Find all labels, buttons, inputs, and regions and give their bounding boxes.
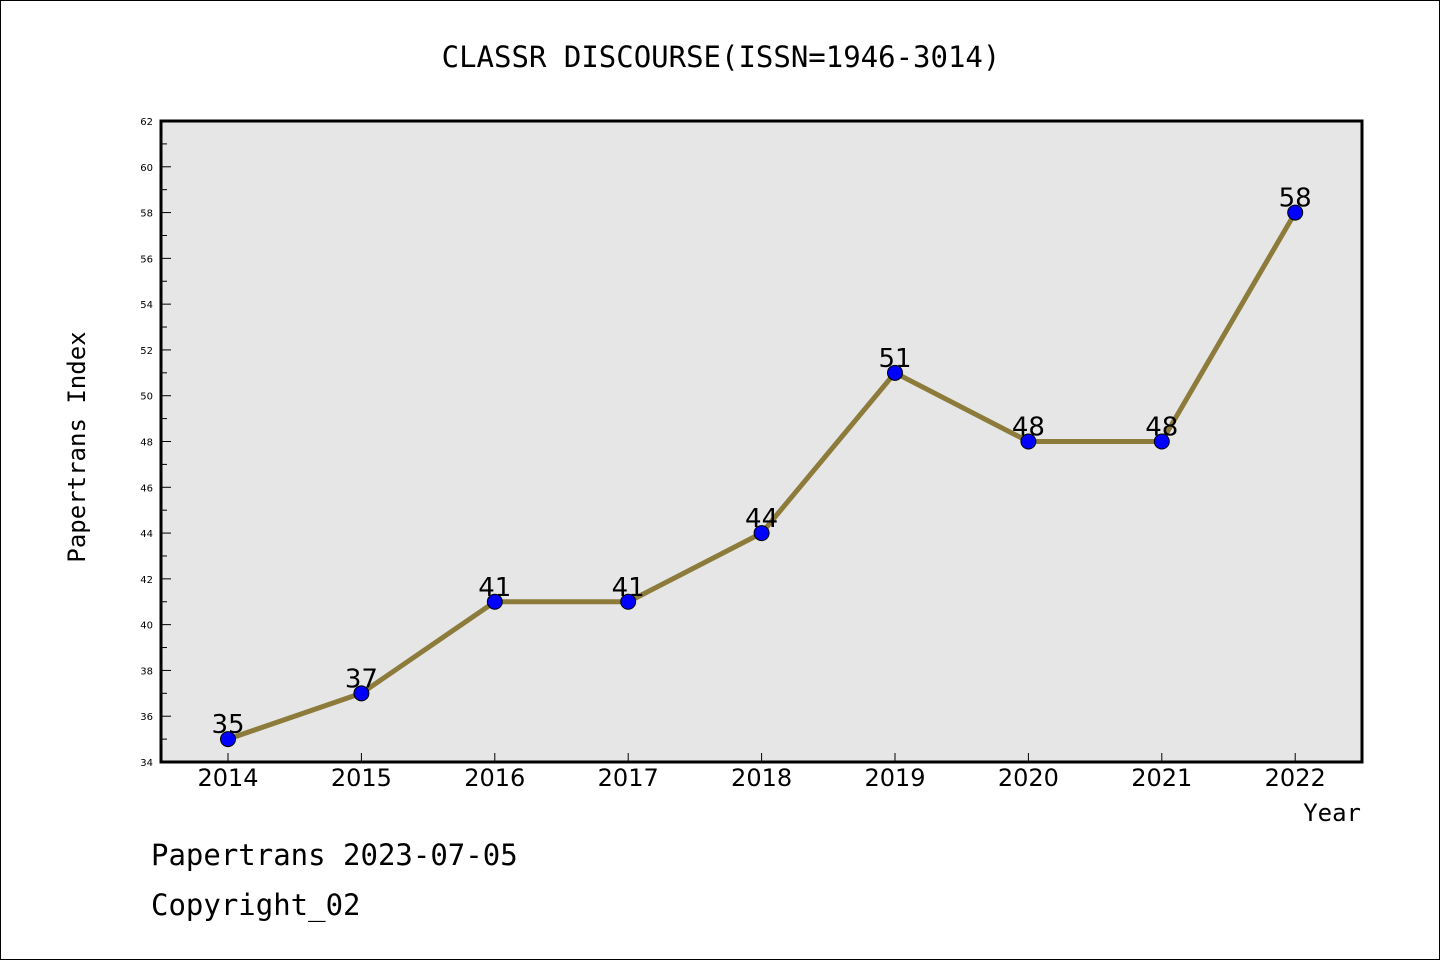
footer-copyright: Copyright_02 — [151, 888, 361, 923]
y-tick-label: 58 — [140, 209, 153, 220]
footer-date: Papertrans 2023-07-05 — [151, 838, 518, 872]
y-tick-label: 36 — [140, 712, 153, 723]
x-axis-label: Year — [1303, 799, 1361, 827]
y-tick-label: 38 — [140, 666, 153, 677]
x-tick-label: 2016 — [464, 764, 525, 792]
y-tick-label: 56 — [140, 254, 153, 265]
data-label: 44 — [745, 504, 778, 534]
x-tick-label: 2022 — [1265, 764, 1326, 792]
x-axis: 2014 2015 2016 2017 2018 2019 2020 2021 2022 — [197, 753, 1326, 792]
data-point — [887, 364, 903, 381]
plot-area — [159, 119, 1364, 764]
data-markers — [220, 204, 1304, 748]
data-labels: 35 37 41 41 44 51 48 48 58 — [211, 184, 1311, 741]
y-tick-label: 60 — [140, 163, 153, 174]
data-label: 51 — [878, 344, 911, 374]
y-axis: 34 36 38 40 42 44 46 48 50 52 54 56 58 60 62 — [140, 117, 171, 769]
data-label: 41 — [478, 573, 511, 603]
data-label: 41 — [612, 573, 645, 603]
y-tick-label: 54 — [140, 300, 153, 311]
x-tick-label: 2020 — [998, 764, 1059, 792]
x-tick-label: 2015 — [331, 764, 392, 792]
data-point — [753, 525, 770, 542]
data-label: 37 — [345, 664, 378, 694]
y-tick-label: 34 — [140, 758, 153, 769]
data-label: 48 — [1012, 413, 1045, 443]
x-tick-label: 2018 — [731, 764, 792, 792]
x-tick-label: 2014 — [197, 764, 258, 792]
data-point — [1287, 204, 1304, 221]
y-tick-label: 40 — [140, 621, 153, 632]
x-tick-label: 2019 — [864, 764, 925, 792]
data-point — [353, 685, 370, 702]
data-label: 58 — [1279, 184, 1312, 214]
data-point — [220, 731, 236, 748]
data-point — [486, 593, 503, 610]
y-tick-label: 62 — [140, 117, 153, 128]
y-tick-label: 42 — [140, 575, 153, 586]
data-label: 48 — [1145, 413, 1178, 443]
chart-title: CLASSR DISCOURSE(ISSN=1946-3014) — [442, 40, 1001, 74]
y-tick-label: 46 — [140, 483, 153, 494]
y-tick-label: 52 — [140, 346, 153, 357]
y-axis-label: Papertrans Index — [63, 331, 91, 562]
y-tick-label: 48 — [140, 438, 153, 449]
y-tick-label: 50 — [140, 392, 153, 403]
y-tick-label: 44 — [140, 529, 153, 540]
data-point — [1020, 433, 1037, 450]
data-point — [620, 593, 637, 610]
data-point — [1153, 433, 1170, 450]
x-tick-label: 2017 — [598, 764, 659, 792]
data-label: 35 — [211, 710, 244, 740]
x-tick-label: 2021 — [1131, 764, 1192, 792]
